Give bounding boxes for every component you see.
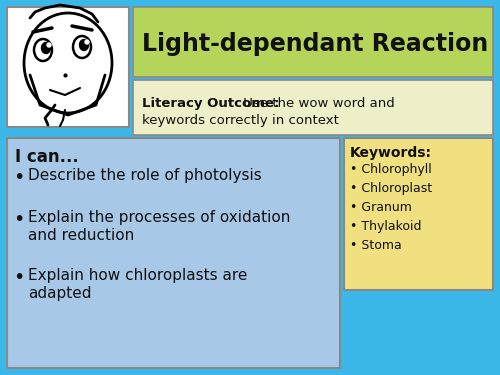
Text: •: • — [13, 210, 24, 229]
Bar — [133, 7, 493, 77]
Text: I can...: I can... — [15, 148, 79, 166]
Text: • Stoma: • Stoma — [350, 239, 402, 252]
Text: Literacy Outcome:: Literacy Outcome: — [142, 97, 280, 110]
Text: • Chlorophyll: • Chlorophyll — [350, 163, 432, 176]
Ellipse shape — [73, 36, 91, 58]
Bar — [7, 138, 340, 368]
Text: Explain the processes of oxidation: Explain the processes of oxidation — [28, 210, 290, 225]
Text: Use the wow word and: Use the wow word and — [239, 97, 395, 110]
Ellipse shape — [80, 39, 88, 51]
Text: Light-dependant Reaction: Light-dependant Reaction — [142, 32, 488, 56]
Text: Explain how chloroplasts are: Explain how chloroplasts are — [28, 268, 248, 283]
Text: adapted: adapted — [28, 286, 92, 301]
Text: • Granum: • Granum — [350, 201, 412, 214]
Text: keywords correctly in context: keywords correctly in context — [142, 114, 339, 127]
Ellipse shape — [85, 40, 89, 44]
Ellipse shape — [34, 39, 52, 61]
Bar — [7, 7, 129, 127]
Text: • Chloroplast: • Chloroplast — [350, 182, 432, 195]
Ellipse shape — [24, 13, 112, 113]
Ellipse shape — [42, 42, 50, 54]
Text: Keywords:: Keywords: — [350, 146, 432, 160]
Text: •: • — [13, 268, 24, 287]
Bar — [133, 80, 493, 135]
Bar — [344, 138, 493, 290]
Text: and reduction: and reduction — [28, 228, 134, 243]
Text: •: • — [13, 168, 24, 187]
Text: Describe the role of photolysis: Describe the role of photolysis — [28, 168, 262, 183]
Ellipse shape — [47, 43, 51, 47]
Text: • Thylakoid: • Thylakoid — [350, 220, 422, 233]
